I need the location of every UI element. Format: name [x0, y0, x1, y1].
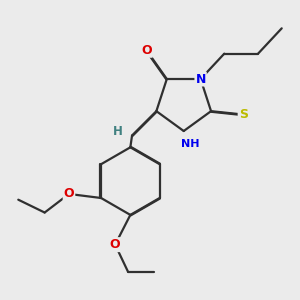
Text: O: O [141, 44, 152, 57]
Text: H: H [113, 125, 123, 138]
Text: N: N [195, 73, 206, 85]
Text: O: O [110, 238, 121, 251]
Text: S: S [239, 108, 248, 121]
Text: NH: NH [181, 139, 199, 149]
Text: O: O [64, 188, 74, 200]
